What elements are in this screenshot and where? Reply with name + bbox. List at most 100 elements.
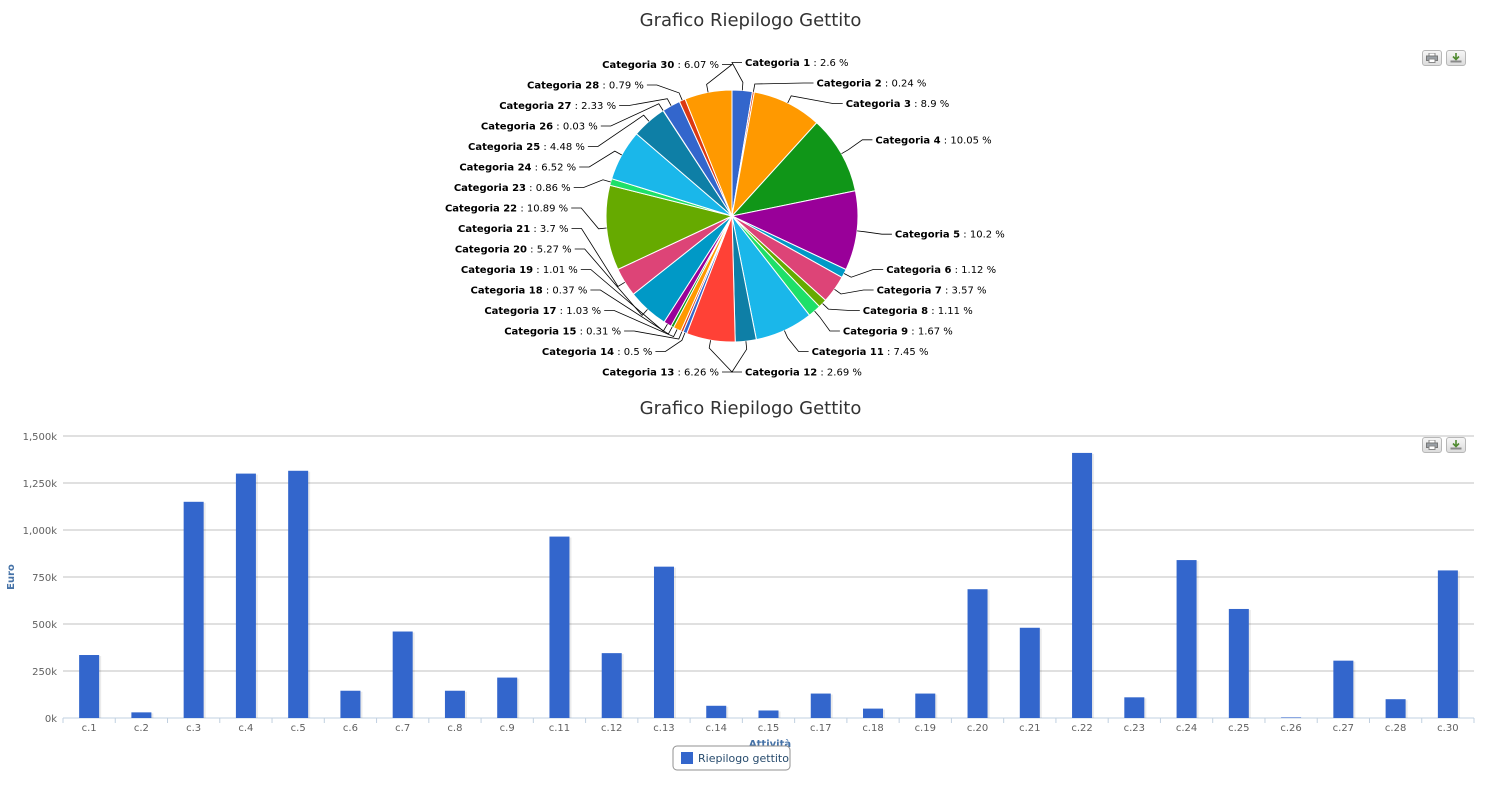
bar[interactable] xyxy=(1124,697,1144,718)
x-tick-label: c.25 xyxy=(1228,723,1249,734)
x-tick-label: c.22 xyxy=(1071,723,1092,734)
bar[interactable] xyxy=(654,567,674,718)
bar[interactable] xyxy=(184,502,204,718)
bar[interactable] xyxy=(1177,560,1197,718)
bar[interactable] xyxy=(1072,453,1092,718)
x-tick-label: c.8 xyxy=(447,723,462,734)
y-tick-label: 1,500k xyxy=(23,432,58,443)
bar[interactable] xyxy=(706,706,726,718)
pie-label: Categoria 17 : 1.03 % xyxy=(484,306,601,317)
bar-plot: 0k 250k 500k 750k 1,000k 1,250k 1,500k Euro c.1 c… xyxy=(0,392,1501,802)
pie-label: Categoria 22 : 10.89 % xyxy=(445,204,568,215)
pie-label: Categoria 28 : 0.79 % xyxy=(527,81,644,92)
bar[interactable] xyxy=(1229,609,1249,718)
pie-label: Categoria 26 : 0.03 % xyxy=(481,122,598,133)
bar[interactable] xyxy=(968,589,988,718)
pie-label: Categoria 8 : 1.11 % xyxy=(863,306,973,317)
pie-label: Categoria 6 : 1.12 % xyxy=(886,265,996,276)
pie-label: Categoria 2 : 0.24 % xyxy=(817,79,927,90)
y-axis-label: Euro xyxy=(6,564,17,590)
pie-label: Categoria 9 : 1.67 % xyxy=(843,327,953,338)
pie-connector xyxy=(835,289,874,294)
x-tick-label: c.12 xyxy=(601,723,622,734)
bar[interactable] xyxy=(79,655,99,718)
pie-connector xyxy=(579,151,622,167)
y-tick-label: 1,000k xyxy=(23,526,58,537)
bar[interactable] xyxy=(131,712,151,718)
pie-connector xyxy=(844,270,883,278)
x-tick-label: c.26 xyxy=(1280,723,1301,734)
bar[interactable] xyxy=(1333,661,1353,718)
pie-connector xyxy=(857,231,892,234)
pie-connector xyxy=(647,85,682,100)
x-tick-label: c.21 xyxy=(1019,723,1040,734)
x-tick-label: c.5 xyxy=(291,723,306,734)
pie-connector xyxy=(753,83,813,92)
pie-connector xyxy=(574,180,611,188)
x-tick-label: c.19 xyxy=(915,723,936,734)
x-tick-label: c.11 xyxy=(549,723,570,734)
pie-label: Categoria 11 : 7.45 % xyxy=(812,347,929,358)
pie-connector xyxy=(571,208,606,229)
bar[interactable] xyxy=(602,653,622,718)
x-tick-label: c.15 xyxy=(758,723,779,734)
bar[interactable] xyxy=(340,691,360,718)
x-tick-label: c.7 xyxy=(395,723,410,734)
bar[interactable] xyxy=(288,471,308,718)
bar[interactable] xyxy=(549,537,569,718)
pie-connector xyxy=(842,140,873,154)
bar[interactable] xyxy=(497,678,517,718)
pie-label: Categoria 18 : 0.37 % xyxy=(471,286,588,297)
pie-label: Categoria 7 : 3.57 % xyxy=(877,286,987,297)
x-tick-label: c.23 xyxy=(1124,723,1145,734)
x-tick-label: c.2 xyxy=(134,723,149,734)
pie-label: Categoria 20 : 5.27 % xyxy=(455,245,572,256)
pie-connector xyxy=(788,96,843,104)
bar[interactable] xyxy=(1386,699,1406,718)
bar[interactable] xyxy=(236,474,256,718)
pie-chart: Grafico Riepilogo Gettito Categoria 1 : … xyxy=(0,0,1501,390)
x-tick-label: c.30 xyxy=(1437,723,1458,734)
pie-label: Categoria 19 : 1.01 % xyxy=(461,265,578,276)
pie-label: Categoria 15 : 0.31 % xyxy=(504,327,621,338)
pie-label: Categoria 3 : 8.9 % xyxy=(846,99,950,110)
pie-label: Categoria 23 : 0.86 % xyxy=(454,183,571,194)
x-tick-label: c.14 xyxy=(706,723,727,734)
bar[interactable] xyxy=(915,694,935,718)
x-tick-label: c.4 xyxy=(238,723,253,734)
pie-connector xyxy=(784,331,808,352)
pie-label: Categoria 4 : 10.05 % xyxy=(875,135,991,146)
x-tick-label: c.17 xyxy=(810,723,831,734)
pie-label: Categoria 5 : 10.2 % xyxy=(895,230,1005,241)
bar[interactable] xyxy=(1438,570,1458,718)
y-tick-label: 750k xyxy=(32,573,57,584)
y-tick-label: 1,250k xyxy=(23,479,58,490)
pie-plot: Categoria 1 : 2.6 % Categoria 2 : 0.24 % C… xyxy=(0,0,1501,390)
pie-label: Categoria 25 : 4.48 % xyxy=(468,142,585,153)
bar[interactable] xyxy=(863,709,883,718)
bar[interactable] xyxy=(1281,717,1301,718)
pie-label: Categoria 27 : 2.33 % xyxy=(499,101,616,112)
bar[interactable] xyxy=(759,710,779,718)
x-tick-label: c.20 xyxy=(967,723,988,734)
bar-chart: Grafico Riepilogo Gettito 0k 250k 500k 750k… xyxy=(0,392,1501,802)
pie-connector xyxy=(815,311,840,331)
bar[interactable] xyxy=(811,694,831,718)
bar[interactable] xyxy=(445,691,465,718)
pie-connector xyxy=(823,304,860,311)
y-tick-label: 250k xyxy=(32,667,57,678)
bar[interactable] xyxy=(393,632,413,718)
x-tick-label: c.24 xyxy=(1176,723,1197,734)
pie-label: Categoria 24 : 6.52 % xyxy=(459,163,576,174)
x-tick-label: c.9 xyxy=(500,723,515,734)
legend-label: Riepilogo gettito xyxy=(698,752,789,765)
x-tick-label: c.6 xyxy=(343,723,358,734)
legend[interactable]: Riepilogo gettito xyxy=(673,746,790,770)
x-tick-label: c.3 xyxy=(186,723,201,734)
legend-swatch xyxy=(681,752,693,764)
x-tick-label: c.1 xyxy=(82,723,97,734)
pie-label: Categoria 13 : 6.26 % xyxy=(602,368,719,379)
x-tick-label: c.18 xyxy=(862,723,883,734)
bar[interactable] xyxy=(1020,628,1040,718)
pie-connector xyxy=(619,99,671,106)
